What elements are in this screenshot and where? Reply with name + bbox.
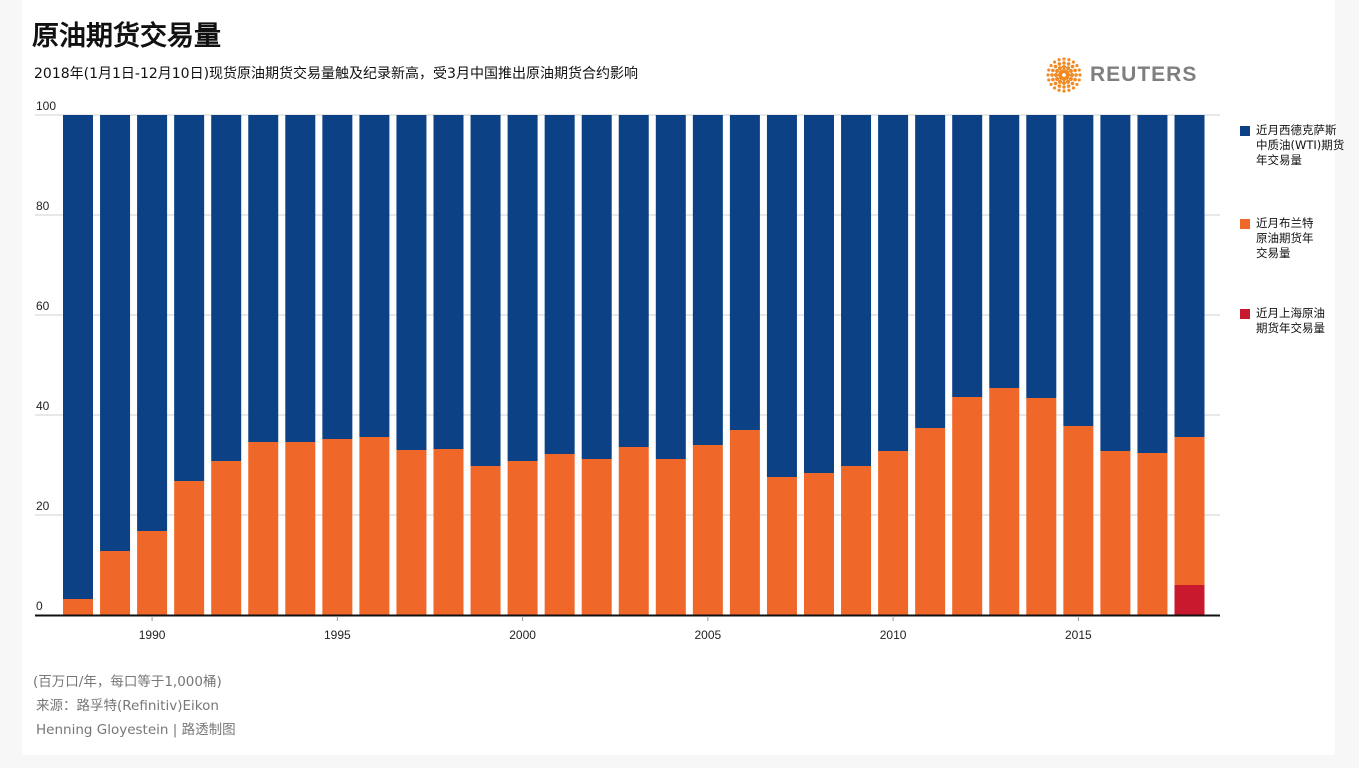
bar-segment xyxy=(1026,398,1057,615)
bar-segment xyxy=(952,115,983,397)
bar-segment xyxy=(915,115,946,428)
legend-swatch-wti xyxy=(1240,126,1250,136)
bar-segment xyxy=(248,442,279,615)
unit-note: (百万口/年，每口等于1,000桶) xyxy=(33,674,222,690)
bar-segment xyxy=(470,115,501,466)
bar-segment xyxy=(1174,115,1205,437)
bar-segment xyxy=(618,447,649,615)
bar-segment xyxy=(729,115,760,430)
bar-segment xyxy=(1063,115,1094,426)
bar-segment xyxy=(100,551,131,615)
bar-segment xyxy=(211,115,242,461)
bar-segment xyxy=(729,430,760,615)
legend-label-wti: 近月西德克萨斯中质油(WTI)期货年交易量 xyxy=(1256,123,1345,167)
bar-segment xyxy=(433,449,464,615)
x-tick-label: 2000 xyxy=(509,628,536,642)
bar-segment xyxy=(1137,115,1168,453)
bar-segment xyxy=(470,466,501,615)
bar-segment xyxy=(507,115,538,461)
bar-segment xyxy=(915,428,946,615)
bar-segment xyxy=(766,115,797,477)
bar-segment xyxy=(841,466,872,615)
bar-segment xyxy=(359,115,390,437)
bar-segment xyxy=(878,115,909,451)
bar-segment xyxy=(137,531,168,615)
bar-segment xyxy=(63,599,93,615)
y-tick-label: 80 xyxy=(36,199,50,213)
bar-segment xyxy=(174,115,205,481)
bar-segment xyxy=(989,388,1020,615)
bar-segment xyxy=(1100,115,1131,451)
bar-segment xyxy=(544,115,575,454)
bar-segment xyxy=(766,477,797,615)
logo-text: REUTERS xyxy=(1090,63,1198,86)
bar-segment xyxy=(100,115,131,551)
bar-segment xyxy=(433,115,464,449)
bar-segment xyxy=(1137,453,1168,615)
credit-note: Henning Gloyestein | 路透制图 xyxy=(36,722,236,738)
source-note: 来源：路孚特(Refinitiv)Eikon xyxy=(36,698,219,714)
bar-segment xyxy=(63,115,93,599)
bar-segment xyxy=(322,439,353,615)
bar-segment xyxy=(1174,437,1205,585)
bar-segment xyxy=(952,397,983,615)
bar-segment xyxy=(655,115,686,459)
bar-segment xyxy=(655,459,686,615)
legend-swatch-brent xyxy=(1240,219,1250,229)
legend-label-brent: 近月布兰特原油期货年交易量 xyxy=(1256,216,1314,260)
bar-segment xyxy=(692,445,723,615)
bar-segment xyxy=(1100,451,1131,615)
bar-segment xyxy=(174,481,205,615)
reuters-logo: REUTERS xyxy=(1046,57,1197,93)
bar-segment xyxy=(396,450,427,615)
reuters-dots-icon xyxy=(1046,57,1082,93)
x-tick-label: 2005 xyxy=(694,628,721,642)
bar-segment xyxy=(396,115,427,450)
y-tick-label: 20 xyxy=(36,499,50,513)
legend-label-shanghai: 近月上海原油期货年交易量 xyxy=(1256,306,1325,335)
bar-segment xyxy=(137,115,168,531)
bar-segment xyxy=(581,459,612,615)
bar-segment xyxy=(1174,585,1205,615)
bar-segment xyxy=(211,461,242,615)
bar-segment xyxy=(804,473,834,615)
x-tick-label: 1990 xyxy=(139,628,166,642)
x-tick-label: 2015 xyxy=(1065,628,1092,642)
x-tick-label: 1995 xyxy=(324,628,351,642)
y-tick-label: 100 xyxy=(36,99,56,113)
bar-segment xyxy=(248,115,279,442)
chart-title: 原油期货交易量 xyxy=(32,21,221,52)
bar-segment xyxy=(581,115,612,459)
bar-segment xyxy=(692,115,723,445)
bar-segment xyxy=(285,442,316,615)
y-tick-label: 0 xyxy=(36,599,43,613)
bar-segment xyxy=(285,115,316,442)
bar-segment xyxy=(1026,115,1057,398)
chart-subtitle: 2018年(1月1日-12月10日)现货原油期货交易量触及纪录新高，受3月中国推… xyxy=(34,66,638,82)
bar-segment xyxy=(322,115,353,439)
legend-swatch-shanghai xyxy=(1240,309,1250,319)
bar-segment xyxy=(544,454,575,615)
y-tick-label: 60 xyxy=(36,299,50,313)
y-tick-label: 40 xyxy=(36,399,50,413)
bar-segment xyxy=(507,461,538,615)
bar-segment xyxy=(359,437,390,615)
x-tick-label: 2010 xyxy=(880,628,907,642)
bar-segment xyxy=(804,115,834,473)
bar-segment xyxy=(1063,426,1094,615)
bar-segment xyxy=(878,451,909,615)
bar-segment xyxy=(989,115,1020,388)
bar-segment xyxy=(618,115,649,447)
bar-segment xyxy=(841,115,872,466)
